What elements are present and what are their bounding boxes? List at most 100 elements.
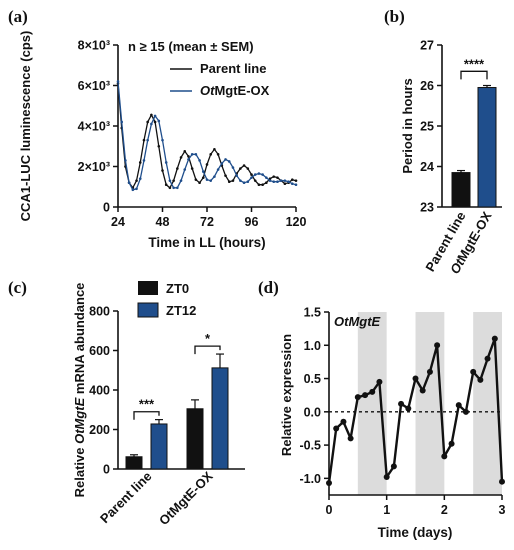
b-bar <box>477 87 497 208</box>
c-significance-label: *** <box>139 397 155 412</box>
d-y-tick-label: 1.0 <box>304 339 321 353</box>
a-point-0 <box>176 167 179 170</box>
a-point-1 <box>190 153 194 156</box>
a-point-1 <box>150 122 153 126</box>
a-point-0 <box>272 175 276 178</box>
d-point <box>390 463 397 470</box>
d-point <box>484 355 491 362</box>
a-point-1 <box>257 172 261 175</box>
c-y-tick-label: 400 <box>89 384 110 398</box>
a-legend-ox-italic: Ot <box>200 83 215 98</box>
a-point-0 <box>231 179 235 182</box>
a-point-0 <box>146 120 149 124</box>
a-point-0 <box>246 167 250 170</box>
a-point-1 <box>290 182 294 186</box>
a-point-0 <box>161 169 164 172</box>
b-significance-bracket <box>460 70 488 80</box>
a-point-0 <box>142 138 146 142</box>
a-point-1 <box>213 175 216 178</box>
a-legend-ox-rest: MgtE-OX <box>214 83 269 98</box>
a-point-1 <box>239 179 242 182</box>
a-annotation: n ≥ 15 (mean ± SEM) <box>128 39 254 54</box>
a-point-1 <box>157 119 161 123</box>
a-point-1 <box>176 186 179 190</box>
d-point <box>354 394 361 401</box>
a-legend-parent: Parent line <box>200 61 266 76</box>
a-point-0 <box>205 163 209 166</box>
c-significance-bracket <box>133 411 160 420</box>
a-point-1 <box>135 187 138 191</box>
d-point <box>491 335 498 342</box>
d-y-label: Relative expression <box>279 334 294 456</box>
d-y-tick-label: 1.5 <box>304 306 321 320</box>
a-point-1 <box>231 166 235 169</box>
c-y-label: Relative OtMgtE mRNA abundance <box>72 283 87 498</box>
d-point <box>441 453 448 460</box>
a-point-0 <box>213 147 216 151</box>
d-point <box>462 408 469 415</box>
chart-d: -1.0 -0.5 0.0 0.5 1.0 1.5 0 1 2 3 OtMgtE Time (da… <box>279 306 506 541</box>
d-point <box>369 388 376 395</box>
b-y-tick-label: 26 <box>420 79 434 93</box>
a-point-0 <box>150 113 153 117</box>
a-point-1 <box>127 181 131 184</box>
a-point-1 <box>294 183 298 187</box>
c-y-tick-label: 0 <box>103 463 110 477</box>
a-y-tick-label: 8×10³ <box>78 39 110 53</box>
a-point-1 <box>116 80 120 83</box>
a-point-1 <box>283 179 287 182</box>
a-x-tick-label: 48 <box>156 215 170 229</box>
c-category-label: OtMgtE-OX <box>156 468 216 528</box>
a-point-0 <box>268 177 272 180</box>
a-series-line-0 <box>117 83 297 190</box>
d-y-tick-label: -0.5 <box>299 439 321 453</box>
panel-label-b: (b) <box>384 7 405 26</box>
a-point-0 <box>253 179 257 182</box>
d-point <box>477 376 484 383</box>
d-point <box>333 425 340 432</box>
a-point-1 <box>224 158 227 161</box>
a-legend-ox: OtMgtE-OX <box>200 83 270 98</box>
a-point-0 <box>198 181 201 184</box>
b-y-tick-label: 25 <box>420 120 434 134</box>
d-point <box>412 375 419 382</box>
a-point-1 <box>272 180 276 183</box>
d-dark-period <box>415 312 445 495</box>
d-y-tick-label: 0.5 <box>304 372 321 386</box>
a-point-0 <box>187 155 190 158</box>
b-y-tick-label: 24 <box>420 160 434 174</box>
panel-label-c: (c) <box>8 278 27 297</box>
d-point <box>470 368 477 375</box>
d-point <box>499 478 505 485</box>
a-point-0 <box>265 181 268 184</box>
a-point-1 <box>194 153 198 156</box>
d-x-tick-label: 0 <box>326 503 333 517</box>
d-title: OtMgtE <box>334 314 381 329</box>
d-point <box>340 418 347 425</box>
a-point-0 <box>294 179 298 182</box>
a-point-0 <box>276 176 279 179</box>
a-point-0 <box>153 120 157 124</box>
d-point <box>398 400 405 407</box>
a-point-1 <box>242 181 246 184</box>
a-point-1 <box>205 178 209 181</box>
a-point-1 <box>265 176 268 179</box>
a-point-1 <box>131 188 135 192</box>
a-point-1 <box>124 159 127 162</box>
d-point <box>326 480 332 487</box>
a-point-1 <box>253 173 257 176</box>
a-point-1 <box>279 179 283 182</box>
d-point <box>383 474 390 481</box>
c-y-tick-label: 800 <box>89 305 110 319</box>
a-y-label: CCA1-LUC luminescence (cps) <box>18 31 33 222</box>
d-x-tick-label: 2 <box>441 503 448 517</box>
a-x-tick-label: 24 <box>111 215 125 229</box>
a-x-label: Time in LL (hours) <box>148 235 265 250</box>
panel-label-a: (a) <box>8 7 28 26</box>
c-bar <box>211 367 229 470</box>
a-point-1 <box>216 168 220 171</box>
c-y-label-pre: Relative <box>72 444 87 497</box>
a-point-1 <box>120 120 124 124</box>
a-point-0 <box>261 183 264 187</box>
